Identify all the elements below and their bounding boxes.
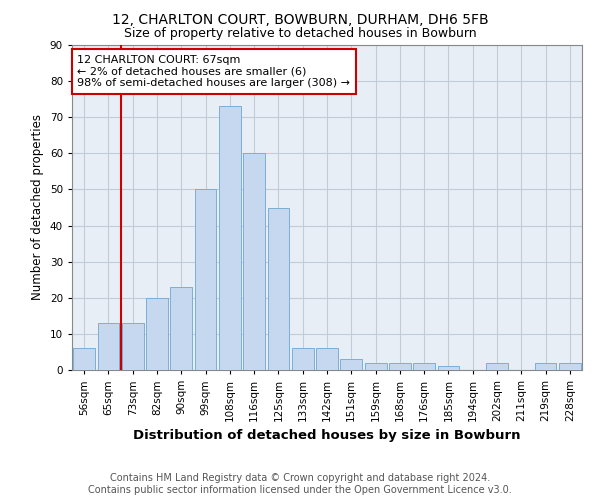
Text: 12, CHARLTON COURT, BOWBURN, DURHAM, DH6 5FB: 12, CHARLTON COURT, BOWBURN, DURHAM, DH6… bbox=[112, 12, 488, 26]
Bar bbox=[146, 298, 168, 370]
Bar bbox=[292, 348, 314, 370]
Bar bbox=[170, 287, 192, 370]
Bar bbox=[389, 363, 411, 370]
Text: Contains HM Land Registry data © Crown copyright and database right 2024.
Contai: Contains HM Land Registry data © Crown c… bbox=[88, 474, 512, 495]
Text: 12 CHARLTON COURT: 67sqm
← 2% of detached houses are smaller (6)
98% of semi-det: 12 CHARLTON COURT: 67sqm ← 2% of detache… bbox=[77, 54, 350, 88]
Text: Size of property relative to detached houses in Bowburn: Size of property relative to detached ho… bbox=[124, 28, 476, 40]
Bar bbox=[437, 366, 460, 370]
X-axis label: Distribution of detached houses by size in Bowburn: Distribution of detached houses by size … bbox=[133, 430, 521, 442]
Bar bbox=[486, 363, 508, 370]
Bar bbox=[365, 363, 386, 370]
Bar bbox=[73, 348, 95, 370]
Bar bbox=[268, 208, 289, 370]
Bar bbox=[535, 363, 556, 370]
Bar bbox=[243, 154, 265, 370]
Y-axis label: Number of detached properties: Number of detached properties bbox=[31, 114, 44, 300]
Bar bbox=[413, 363, 435, 370]
Bar bbox=[97, 323, 119, 370]
Bar bbox=[559, 363, 581, 370]
Bar bbox=[194, 190, 217, 370]
Bar bbox=[340, 359, 362, 370]
Bar bbox=[316, 348, 338, 370]
Bar bbox=[122, 323, 143, 370]
Bar bbox=[219, 106, 241, 370]
